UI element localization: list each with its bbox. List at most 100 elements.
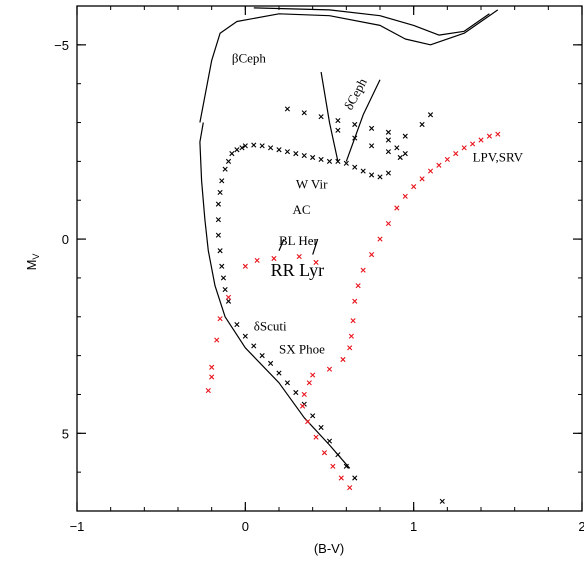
black-point [239, 145, 245, 151]
red-point [444, 156, 450, 163]
black-point [276, 370, 282, 376]
black-point [301, 110, 307, 116]
red-point [411, 184, 417, 190]
red-point [271, 255, 277, 262]
black-point [318, 114, 324, 120]
black-point [276, 147, 282, 153]
red-point [205, 387, 211, 394]
y-tick-label: −5 [54, 38, 69, 53]
red-point [209, 374, 215, 380]
y-tick-label: 5 [62, 426, 69, 441]
black-point [326, 158, 333, 164]
black-point [242, 143, 248, 149]
black-point [402, 133, 408, 139]
black-point [284, 106, 291, 112]
black-point [385, 170, 392, 176]
points-layer [205, 106, 501, 504]
red-point [347, 485, 353, 491]
black-point [219, 178, 225, 184]
black-point [310, 154, 316, 161]
black-point [293, 389, 299, 396]
black-point [215, 201, 221, 207]
black-point [219, 263, 225, 269]
black-point [368, 143, 375, 149]
red-point [313, 259, 319, 265]
black-point [352, 121, 358, 128]
red-point [301, 391, 307, 398]
black-point [439, 498, 445, 504]
black-point [222, 166, 228, 172]
black-point [368, 172, 375, 178]
red-point [338, 475, 344, 481]
region-label: LPV,SRV [473, 149, 524, 164]
red-point [217, 316, 223, 322]
red-point [305, 419, 311, 425]
beta-ceph-track-curve [199, 9, 499, 123]
x-axis-title: (B-V) [314, 541, 344, 556]
plot-frame [76, 5, 583, 512]
black-point [343, 463, 349, 469]
red-point [340, 356, 346, 363]
red-point [469, 141, 476, 147]
red-point [330, 463, 336, 469]
black-point [222, 286, 228, 293]
x-tick-label: −1 [70, 519, 85, 534]
black-point [335, 158, 341, 164]
red-point [385, 220, 392, 227]
y-axis-title-sub: V [31, 254, 41, 260]
region-label: δScuti [254, 318, 287, 333]
black-point [385, 129, 392, 135]
black-point [318, 156, 324, 163]
black-point [310, 413, 316, 419]
black-point [242, 333, 248, 339]
black-point [352, 164, 358, 170]
black-point [251, 142, 257, 148]
black-point [225, 298, 232, 304]
black-point [215, 232, 221, 238]
instability-strip-blue-edge-curve [320, 71, 339, 162]
y-tick-label: 0 [62, 232, 69, 247]
black-point [335, 127, 341, 133]
black-point [360, 168, 366, 174]
beta-ceph-inner-curve [253, 7, 490, 36]
black-point [293, 151, 299, 157]
black-point [394, 145, 400, 151]
red-point [254, 257, 260, 264]
black-point [215, 217, 221, 223]
region-label: RR Lyr [271, 260, 325, 280]
black-point [234, 147, 240, 153]
red-point [394, 205, 400, 211]
red-point [242, 263, 248, 269]
instability-strip-red-edge-curve [345, 79, 381, 162]
red-point [306, 380, 312, 386]
red-point [419, 176, 425, 182]
plot-frame-group [76, 5, 583, 512]
red-point [486, 133, 493, 139]
y-axis-title-main: M [24, 260, 39, 271]
black-point [267, 360, 274, 366]
red-point [352, 298, 358, 304]
black-point [335, 118, 341, 124]
red-point [350, 318, 356, 324]
bl-her-pointer-curve [278, 238, 285, 251]
ticks-layer: −1 0 1 2 −5 0 5 [54, 5, 584, 534]
red-point [495, 131, 501, 137]
x-tick-label: 1 [410, 519, 417, 534]
curves-layer [199, 7, 499, 469]
black-point [251, 343, 257, 349]
black-point [284, 149, 291, 155]
red-point [427, 168, 434, 174]
rr-lyr-pointer-curve [312, 238, 319, 255]
red-point [321, 450, 328, 456]
red-point [436, 162, 442, 168]
red-point [478, 137, 484, 143]
red-point [326, 366, 333, 372]
red-point [347, 345, 353, 351]
black-point [301, 152, 307, 159]
black-point [397, 154, 403, 161]
red-point [310, 372, 316, 378]
black-point [326, 438, 333, 444]
red-point [313, 434, 319, 440]
black-point [259, 353, 265, 359]
x-tick-label: 2 [578, 519, 584, 534]
